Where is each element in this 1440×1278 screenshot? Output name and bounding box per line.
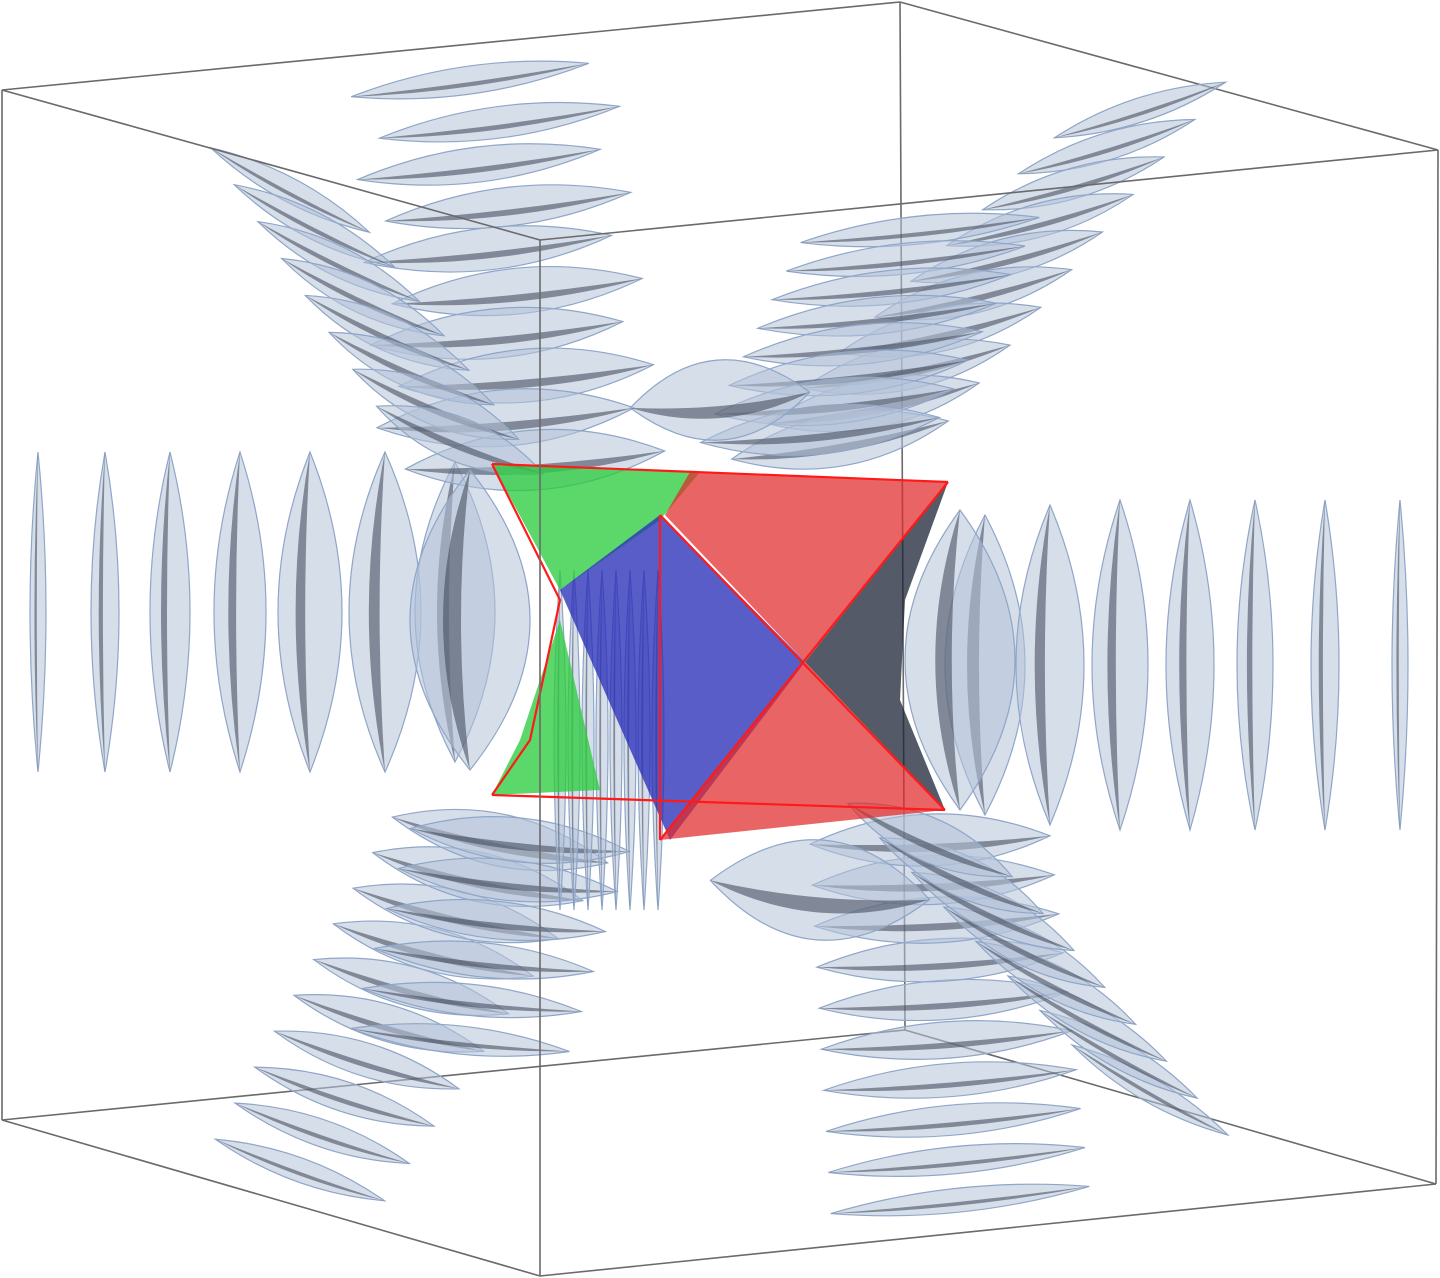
lens-lower-left (252, 1066, 437, 1127)
lens-center-bottom (709, 839, 931, 941)
lens-lower-left (233, 1102, 412, 1165)
lens-lower-right (821, 1061, 1079, 1099)
lens-lower-left-diag (350, 1023, 570, 1057)
lens-left (277, 450, 343, 774)
core-edge-top (491, 462, 949, 484)
lens-center-top (629, 359, 811, 441)
lens-lower-right (828, 1143, 1086, 1177)
lens-upper-left (350, 60, 590, 100)
lens-right (1310, 499, 1340, 831)
lens-lower-right (825, 1102, 1081, 1138)
lens-upper-right (1052, 81, 1228, 139)
bounding-box-front (1, 89, 1439, 1277)
central-star-core (491, 462, 949, 841)
lens-lower-right (830, 1183, 1090, 1217)
core-face-blue (560, 515, 805, 840)
lens-right (1091, 498, 1149, 832)
lens-upper-left-diag (279, 257, 446, 337)
lens-right (1165, 497, 1215, 833)
lens-right (1391, 499, 1409, 831)
core-edge-diag2 (659, 481, 949, 841)
core-face-red-top (665, 472, 948, 662)
core-edge-left (491, 463, 562, 796)
lens-upper-left (377, 101, 622, 143)
core-face-dark-right (805, 482, 948, 810)
lens-slices (29, 60, 1409, 1217)
lens-left (348, 450, 422, 774)
lens-lower-left (272, 1030, 461, 1090)
lens-left (90, 451, 120, 773)
lens-upper-left-diag (256, 220, 421, 303)
lens-lower-right (819, 1020, 1075, 1060)
lens-left (213, 450, 267, 774)
core-face-red-bottom (660, 662, 945, 840)
lens-upper-left (355, 143, 603, 186)
lens-upper-left-diag (232, 183, 397, 268)
lens-right (1236, 499, 1274, 831)
lens-lower-left-diag (372, 940, 596, 980)
lens-left (29, 451, 47, 773)
lens-lower-left-diag (384, 898, 608, 942)
lens-center-left (409, 469, 531, 771)
lens-upper-left (362, 225, 614, 273)
core-face-green (492, 464, 700, 590)
lens-upper-left-diag (303, 294, 471, 371)
lens-lower-left-diag (360, 981, 584, 1019)
lens-upper-left (383, 184, 633, 230)
lens-right (1015, 503, 1085, 827)
core-face-green-bottom (492, 620, 600, 795)
core-edge-bottom (491, 793, 946, 812)
lens-left (149, 451, 191, 773)
lens-upper-left-diag (208, 146, 372, 234)
lens-lower-left (213, 1138, 387, 1202)
lens-center-right (904, 508, 1016, 812)
